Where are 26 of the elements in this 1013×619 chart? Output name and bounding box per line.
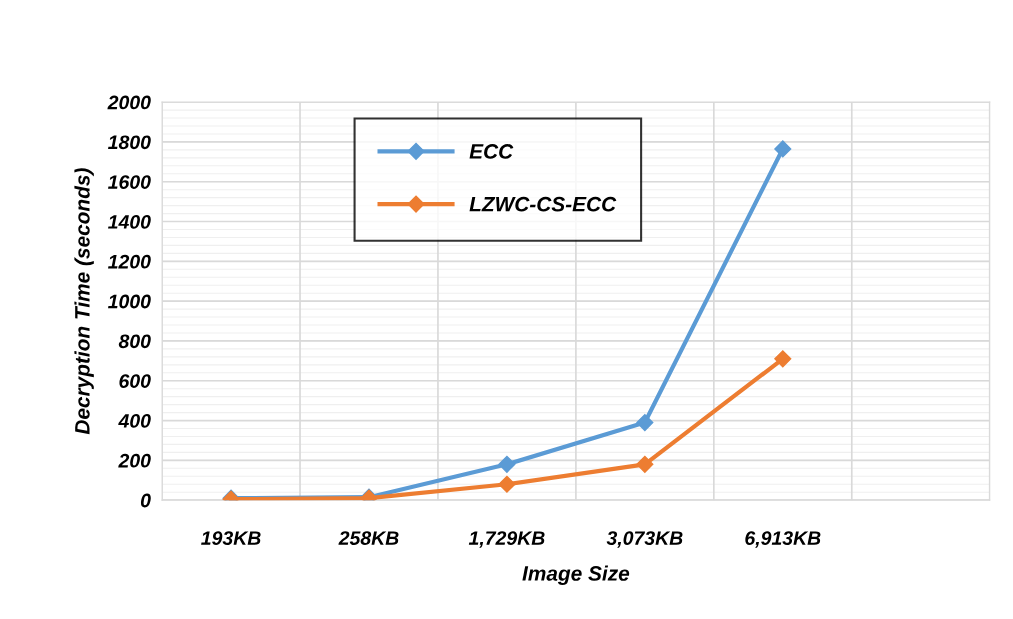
legend-label: ECC — [469, 144, 514, 159]
x-tick-label: 6,913KB — [745, 531, 821, 548]
point — [774, 140, 792, 158]
y-axis-title: Decryption Time (seconds) — [74, 168, 94, 435]
x-tick-label: 193KB — [201, 531, 261, 545]
y-tick-label: 2000 — [107, 95, 151, 110]
point — [498, 475, 516, 493]
y-tick-label: 400 — [118, 414, 151, 428]
point — [774, 350, 792, 368]
point — [498, 455, 516, 473]
x-tick-label: 3,073KB — [606, 531, 683, 548]
y-tick-label: 800 — [118, 334, 151, 349]
x-tick-label: 1,729KB — [468, 531, 545, 548]
y-tick-label: 1800 — [108, 135, 151, 150]
point — [636, 455, 654, 473]
y-tick-label: 200 — [118, 453, 151, 468]
y-tick-label: 1600 — [108, 175, 151, 189]
legend-label: LZWC-CS-ECC — [469, 196, 617, 212]
y-tick-label: 1400 — [108, 215, 151, 229]
y-tick-label: 0 — [140, 493, 151, 508]
y-tick-label: 1000 — [108, 294, 151, 309]
y-tick-label: 600 — [119, 374, 151, 388]
point — [636, 413, 654, 432]
x-axis-title: Image Size — [522, 565, 630, 585]
x-tick-label: 258KB — [338, 531, 399, 545]
y-tick-label: 1200 — [108, 254, 151, 269]
